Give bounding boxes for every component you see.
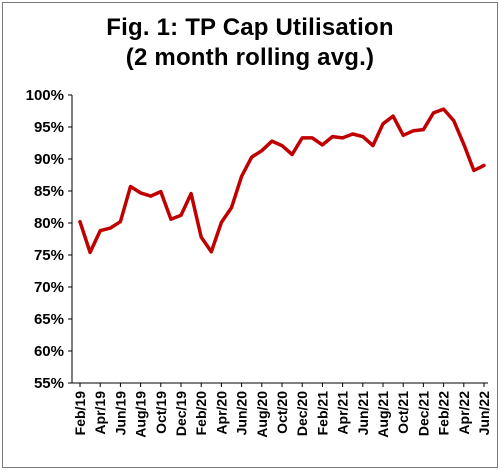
x-tick-label: Jun/21 <box>355 391 371 436</box>
y-tick-label: 70% <box>34 279 64 296</box>
x-tick-label: Apr/21 <box>335 391 351 435</box>
x-tick-label: Feb/19 <box>72 391 88 436</box>
y-tick-label: 60% <box>34 343 64 360</box>
x-tick-label: Jun/22 <box>476 391 492 436</box>
x-tick-label: Jun/19 <box>112 391 128 436</box>
y-tick-label: 80% <box>34 215 64 232</box>
x-tick-label: Oct/19 <box>153 391 169 434</box>
x-tick-label: Dec/20 <box>294 391 310 436</box>
x-tick-label: Dec/21 <box>415 391 431 436</box>
axes <box>68 94 488 387</box>
x-tick-label: Aug/21 <box>375 391 391 438</box>
x-tick-label: Apr/20 <box>213 391 229 435</box>
x-tick-label: Feb/21 <box>314 391 330 436</box>
y-tick-label: 100% <box>26 87 64 104</box>
x-tick-label: Oct/21 <box>395 391 411 434</box>
chart-subtitle: (2 month rolling avg.) <box>125 44 375 71</box>
y-tick-label: 55% <box>34 375 64 392</box>
x-tick-label: Apr/19 <box>92 391 108 435</box>
x-tick-label: Dec/19 <box>173 391 189 436</box>
y-tick-label: 90% <box>34 151 64 168</box>
y-tick-label: 65% <box>34 311 64 328</box>
y-tick-label: 75% <box>34 247 64 264</box>
y-tick-label: 85% <box>34 183 64 200</box>
series-line <box>78 107 486 255</box>
x-axis-labels: Feb/19 Apr/19 Jun/19 Aug/19 Oct/19 Dec/19 Feb/… <box>72 391 492 438</box>
chart-title: Fig. 1: TP Cap Utilisation <box>106 14 394 41</box>
x-tick-label: Apr/22 <box>456 391 472 435</box>
series-layer <box>78 107 486 255</box>
y-axis-labels: 55% 60% 65% 70% 75% 80% 85% 90% 95% 100% <box>26 87 64 392</box>
y-tick-label: 95% <box>34 119 64 136</box>
x-tick-label: Jun/20 <box>234 391 250 436</box>
x-tick-label: Feb/22 <box>436 391 452 436</box>
x-tick-label: Oct/20 <box>274 391 290 434</box>
x-tick-label: Aug/20 <box>254 391 270 438</box>
x-tick-label: Feb/20 <box>193 391 209 436</box>
x-tick-label: Aug/19 <box>133 391 149 438</box>
